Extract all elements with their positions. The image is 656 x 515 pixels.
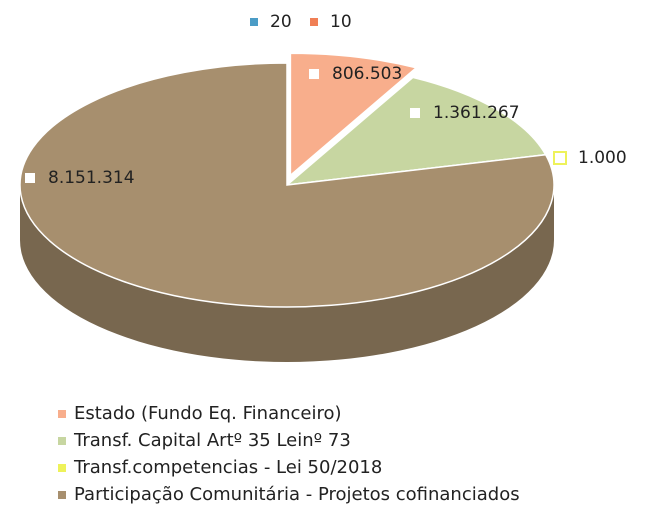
legend-label: 20 — [270, 12, 292, 32]
label-marker — [408, 106, 422, 120]
label-marker — [307, 67, 321, 81]
slice — [289, 52, 418, 177]
slice — [19, 62, 555, 308]
label-marker — [23, 171, 37, 185]
legend-label: Transf. Capital Artº 35 Leinº 73 — [73, 430, 351, 451]
legend-swatch — [58, 491, 66, 499]
legend-swatch — [310, 18, 318, 26]
legend-label: Participação Comunitária - Projetos cofi… — [74, 484, 520, 505]
legend-label: 10 — [330, 12, 352, 32]
slice — [284, 76, 547, 187]
label-marker — [553, 151, 567, 165]
data-label: 8.151.314 — [48, 168, 135, 188]
legend-label: Estado (Fundo Eq. Financeiro) — [74, 403, 342, 424]
slice-side — [20, 185, 554, 362]
data-label: 1.361.267 — [433, 103, 520, 123]
legend-swatch — [58, 437, 66, 445]
legend-swatch — [250, 18, 258, 26]
legend-swatch — [58, 464, 66, 472]
legend-swatch — [58, 410, 66, 418]
legend-label: Transf.competencias - Lei 50/2018 — [73, 457, 382, 478]
data-label: 1.000 — [578, 148, 627, 168]
data-label: 806.503 — [332, 64, 402, 84]
